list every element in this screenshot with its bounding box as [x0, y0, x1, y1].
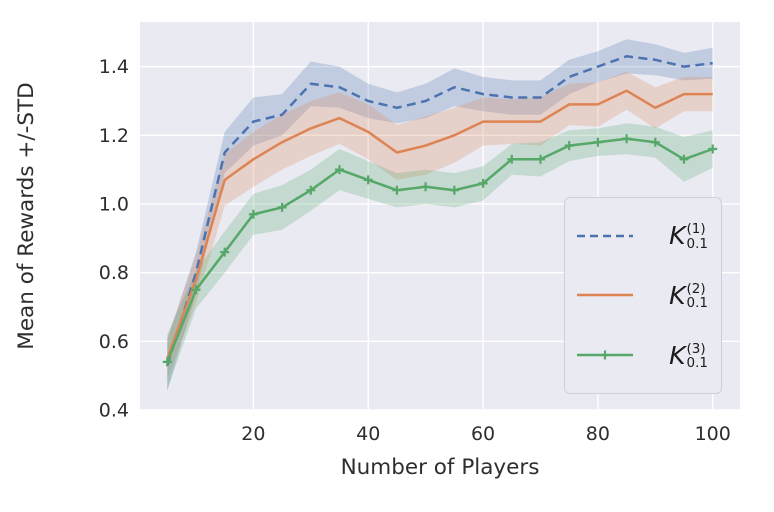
legend-item-K01_1: K (1) 0.1: [576, 221, 708, 252]
plus-marker-icon: [600, 350, 610, 360]
legend-line-sample-K01_3: [577, 350, 633, 360]
y-tick-label: 1.4: [99, 56, 129, 78]
y-tick-label: 0.4: [99, 400, 129, 422]
legend-symbol: K: [669, 221, 686, 251]
legend-subscript: 0.1: [686, 355, 708, 372]
legend-symbol: K: [669, 280, 686, 310]
x-tick-label: 40: [356, 423, 380, 445]
legend-label-K01_1: K (1) 0.1: [669, 221, 708, 252]
x-tick-label: 80: [586, 423, 610, 445]
series-K01_3-markers: [162, 134, 718, 367]
series-K01_1-band: [167, 39, 713, 392]
series-K01_2-band: [167, 71, 713, 380]
legend-superscript: (1): [686, 221, 706, 238]
x-axis-label: Number of Players: [341, 455, 540, 480]
y-tick-label: 1.0: [99, 193, 129, 215]
series-K01_3-line: [166, 137, 714, 363]
legend-symbol: K: [669, 340, 686, 370]
x-tick-label: 20: [241, 423, 265, 445]
legend-label-K01_2: K (2) 0.1: [669, 280, 708, 312]
legend-superscript: (2): [686, 280, 706, 297]
legend-item-K01_3: K (3) 0.1: [576, 341, 708, 370]
y-axis-label: Mean of Rewards +/-STD: [14, 82, 39, 349]
series-K01_2-line: [166, 89, 713, 359]
legend-line-sample-K01_1: [577, 234, 633, 238]
series-K01_1-line: [166, 55, 713, 366]
gridlines: [140, 22, 740, 411]
legend-superscript: (3): [686, 340, 706, 357]
legend-subscript: 0.1: [686, 295, 708, 312]
y-tick-label: 0.8: [99, 262, 129, 284]
legend-line-sample-K01_2: [577, 294, 633, 297]
y-tick-label: 1.2: [99, 125, 129, 147]
legend-item-K01_2: K (2) 0.1: [576, 280, 708, 312]
x-tick-label: 100: [695, 423, 731, 445]
legend-subscript: 0.1: [686, 235, 708, 252]
legend-label-K01_3: K (3) 0.1: [669, 341, 708, 370]
x-tick-label: 60: [471, 423, 495, 445]
series-K01_3-band: [167, 123, 713, 390]
legend: K (1) 0.1 K (2) 0.1 K (3) 0.1: [564, 197, 722, 394]
y-tick-label: 0.6: [99, 331, 129, 353]
